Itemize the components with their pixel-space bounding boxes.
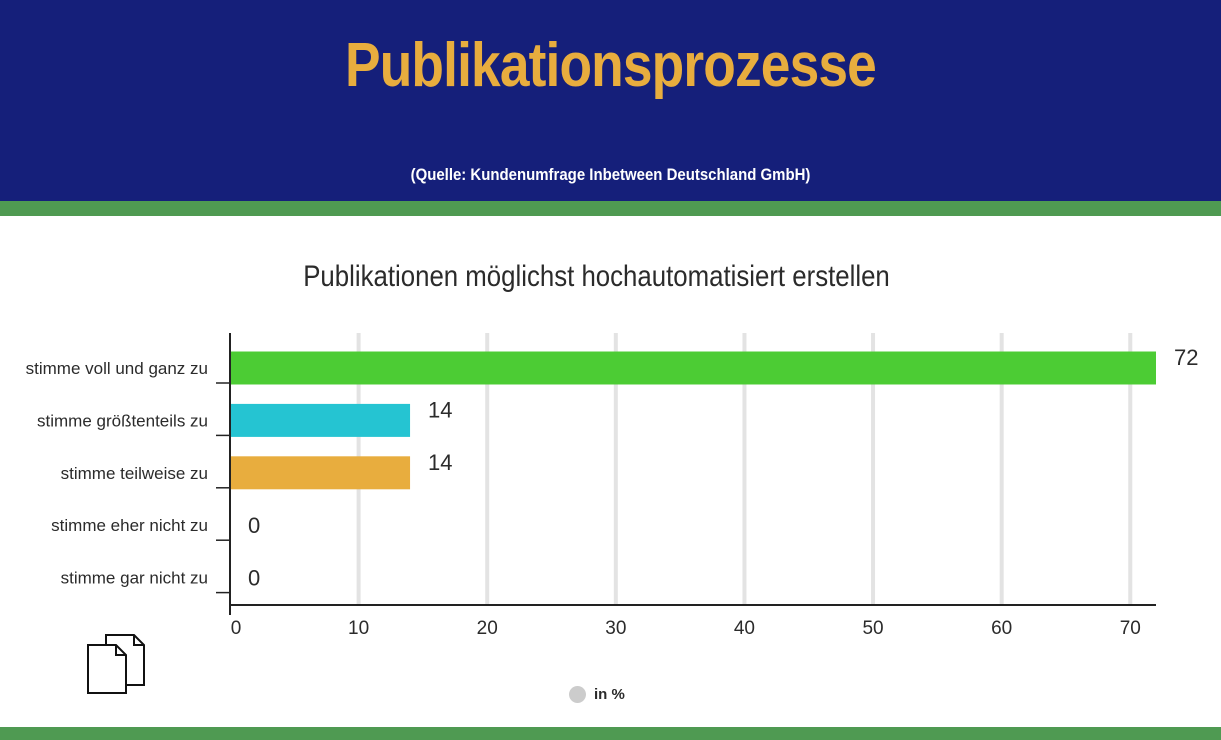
page-title: Publikationsprozesse [345,31,877,100]
header-banner: Publikationsprozesse (Quelle: Kundenumfr… [0,0,1221,201]
category-label: stimme größtenteils zu [37,411,208,430]
bar [231,351,1156,385]
category-label: stimme gar nicht zu [61,569,208,588]
chart-title: Publikationen möglichst hochautomatisier… [303,260,890,293]
x-tick-label: 20 [477,618,498,639]
legend: in % [569,684,625,704]
top-divider-band [0,201,1221,216]
category-label: stimme teilweise zu [61,464,208,483]
documents-icon[interactable] [86,633,146,695]
x-tick-label: 60 [991,618,1012,639]
category-label: stimme voll und ganz zu [26,359,208,378]
value-label: 14 [428,450,452,475]
value-label: 72 [1174,345,1198,370]
x-tick-label: 40 [734,618,755,639]
source-note: (Quelle: Kundenumfrage Inbetween Deutsch… [410,165,811,184]
x-tick-label: 30 [605,618,626,639]
legend-swatch [569,685,586,703]
bar [231,456,411,490]
bar [231,403,411,437]
x-tick-label: 50 [862,618,883,639]
x-tick-label: 70 [1120,618,1141,639]
bottom-divider-band [0,727,1221,740]
x-tick-label: 0 [231,618,242,639]
legend-label: in % [594,685,625,703]
x-tick-label: 10 [348,618,369,639]
category-label: stimme eher nicht zu [51,516,208,535]
value-label: 0 [248,513,260,538]
value-label: 0 [248,566,260,591]
value-label: 14 [428,397,452,422]
